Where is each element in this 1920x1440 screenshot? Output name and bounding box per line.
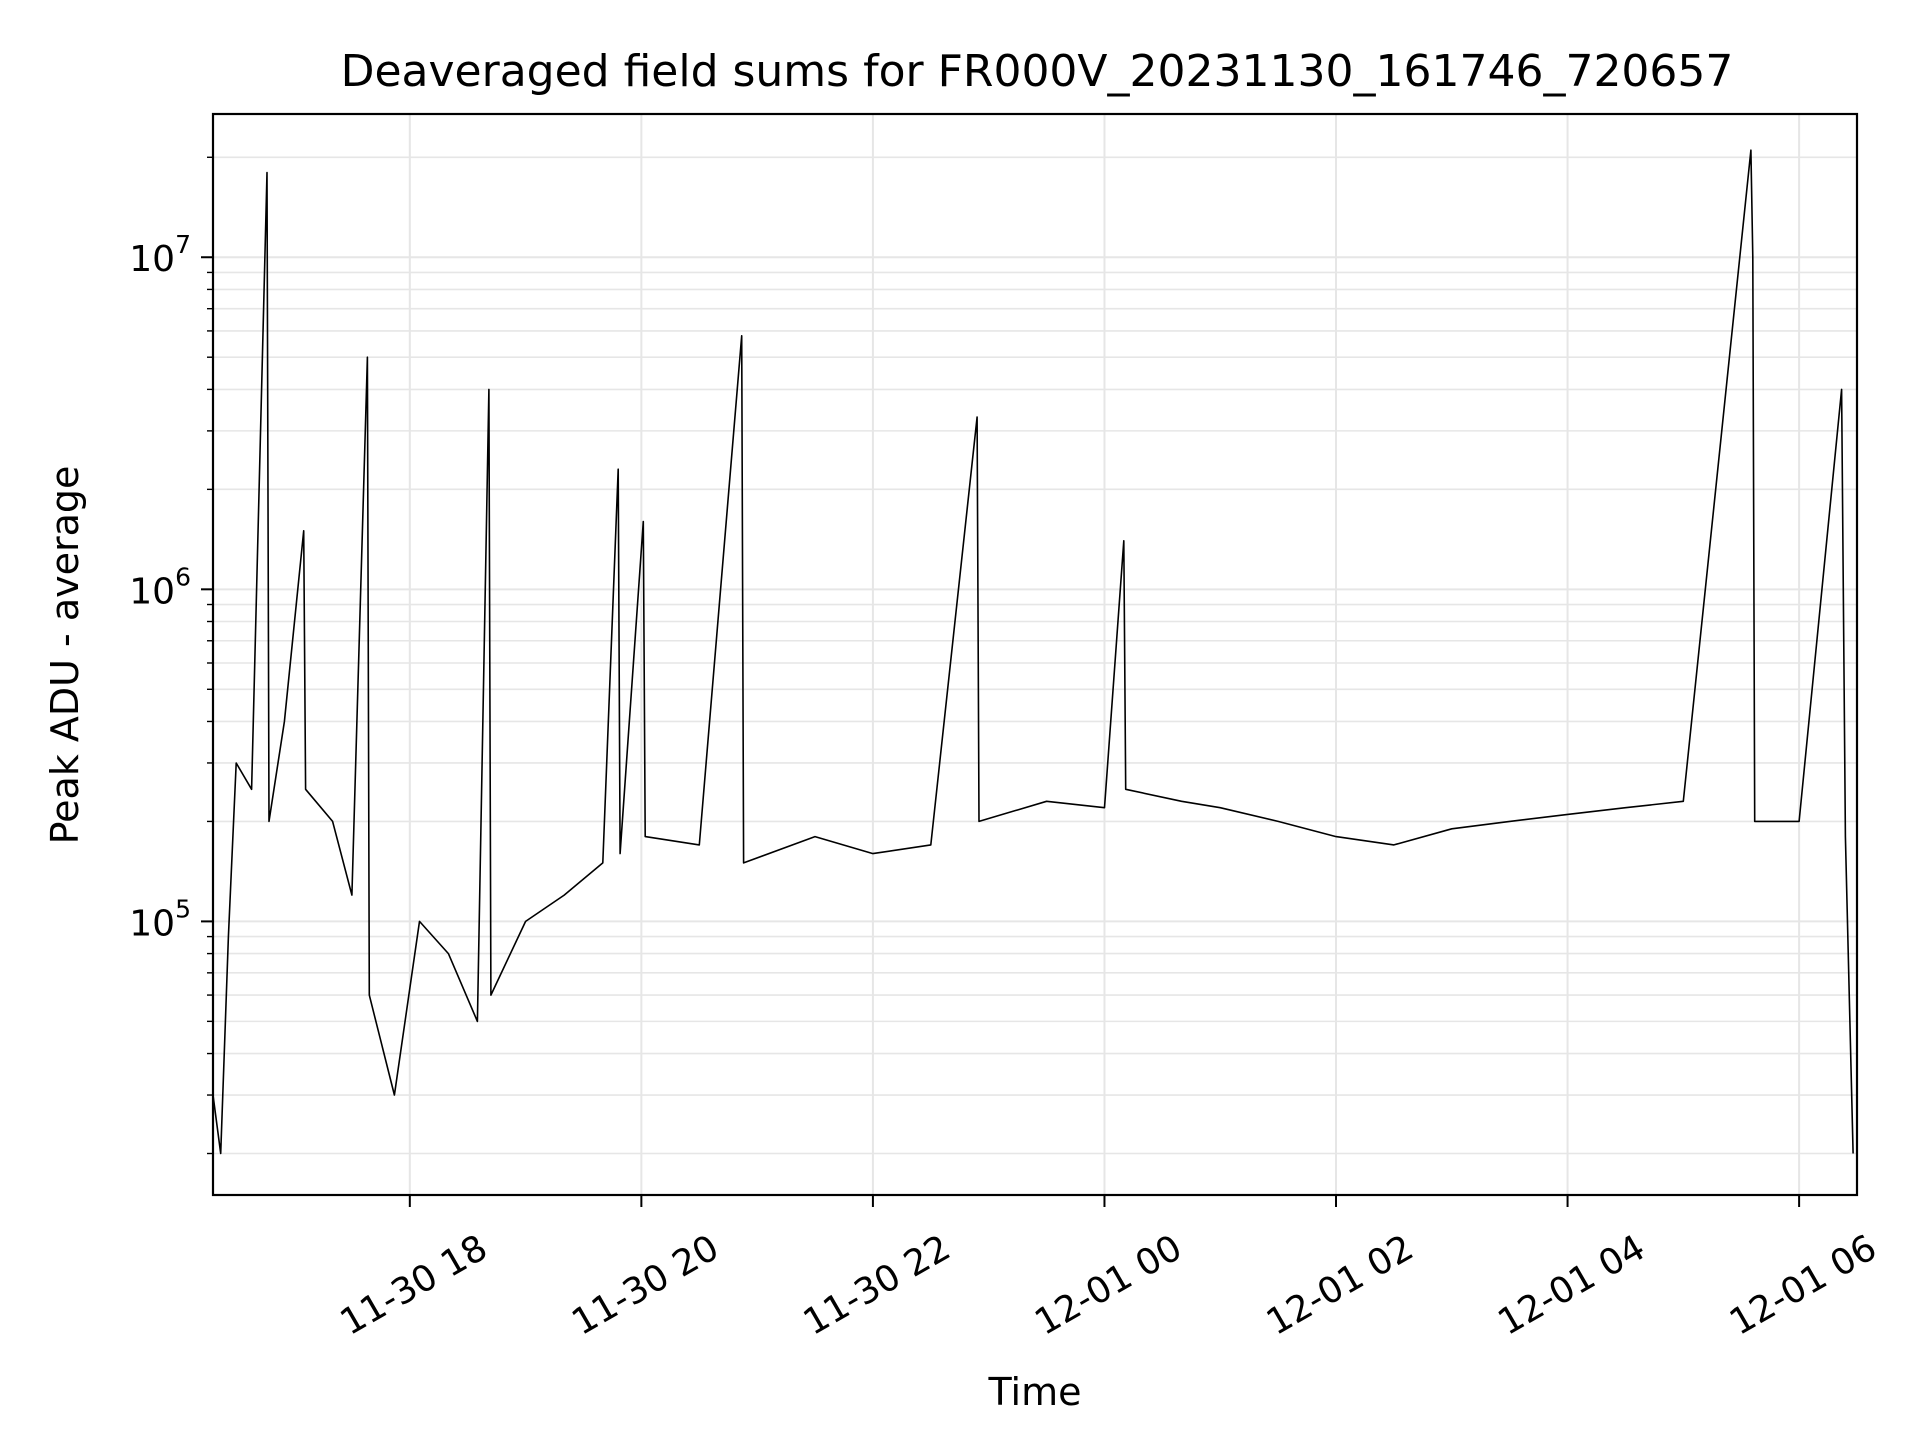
- grid: [213, 114, 1857, 1195]
- series-line: [212, 149, 1854, 1155]
- x-axis-label: Time: [988, 1370, 1082, 1414]
- y-tick-label: 105: [129, 894, 191, 944]
- x-tick-label: 12-01 04: [1491, 1227, 1652, 1343]
- plot-frame: [211, 112, 1859, 1197]
- x-tick-label: 12-01 00: [1028, 1227, 1189, 1343]
- y-tick-label: 107: [129, 230, 191, 280]
- series-polyline: [212, 149, 1854, 1155]
- x-tick-label: 12-01 02: [1260, 1227, 1421, 1343]
- x-tick-label: 11-30 22: [797, 1227, 958, 1343]
- x-tick-label: 12-01 06: [1723, 1227, 1884, 1343]
- x-axis: 11-30 18 11-30 20 11-30 22 12-01 00 12-01 02…: [334, 1195, 1884, 1344]
- y-axis: 105 106 107: [129, 156, 213, 1155]
- y-tick-label: 106: [129, 562, 191, 612]
- chart-title: Deaveraged field sums for FR000V_2023113…: [341, 46, 1734, 97]
- x-tick-label: 11-30 20: [565, 1227, 726, 1343]
- x-tick-label: 11-30 18: [334, 1227, 495, 1343]
- y-axis-label: Peak ADU - average: [43, 466, 87, 845]
